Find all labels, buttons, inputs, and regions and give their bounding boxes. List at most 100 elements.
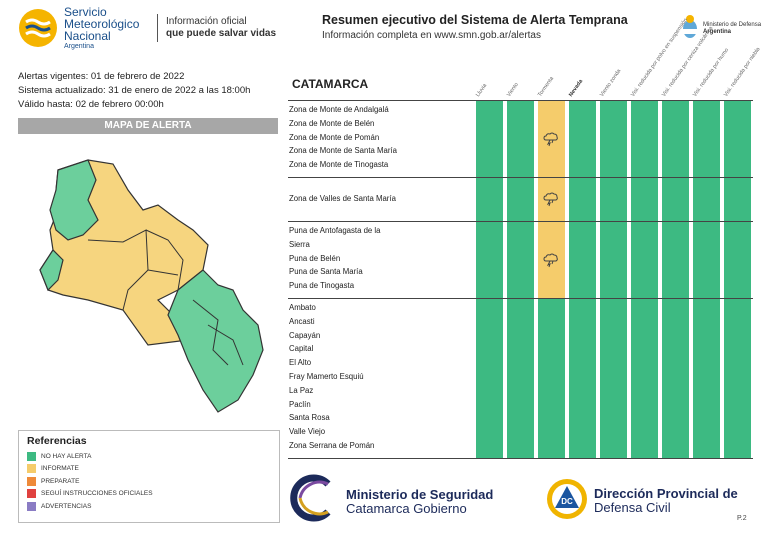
zone-label: Zona Serrana de Pomán — [289, 441, 375, 450]
org-line3: Nacional — [64, 29, 111, 43]
references-title: Referencias — [27, 435, 87, 447]
alert-cell-no-alert — [476, 178, 503, 221]
alert-cell-no-alert — [693, 101, 720, 177]
map-region-green-w — [39, 249, 64, 292]
reference-item: SEGUÍ INSTRUCCIONES OFICIALES — [27, 488, 271, 501]
alert-map — [39, 159, 264, 413]
alert-cell-no-alert — [662, 222, 689, 298]
alert-cell-no-alert — [569, 101, 596, 177]
reference-label: PREPARATE — [41, 477, 80, 485]
group-divider — [288, 177, 753, 178]
smn-name: Servicio Meteorológico Nacional Argentin… — [64, 6, 139, 51]
coat-of-arms-icon — [683, 15, 697, 38]
reference-label: SEGUÍ INSTRUCCIONES OFICIALES — [41, 490, 153, 498]
alert-cell-no-alert — [476, 299, 503, 458]
province-name: CATAMARCA — [292, 77, 369, 91]
alert-cell-no-alert — [476, 222, 503, 298]
zone-label: Puna de Belén — [289, 253, 341, 263]
alert-cell-no-alert — [507, 299, 534, 458]
group-divider — [288, 100, 753, 101]
alert-cell-no-alert — [631, 222, 658, 298]
alert-cell-no-alert — [569, 222, 596, 298]
reference-label: ADVERTENCIAS — [41, 502, 92, 510]
alert-cell-no-alert — [662, 299, 689, 458]
alert-valid-date: Alertas vigentes: 01 de febrero de 2022 — [18, 71, 185, 82]
dc-line2: Defensa Civil — [594, 500, 671, 515]
zone-label: Zona de Monte de Pomán — [289, 132, 380, 142]
column-header-label: Lluvia — [475, 82, 489, 98]
alert-cell-no-alert — [507, 178, 534, 221]
alert-cell-no-alert — [569, 299, 596, 458]
zone-label: Zona de Monte de Andalgalá — [289, 105, 389, 114]
zone-label: Zona de Monte de Belén — [289, 118, 375, 128]
thunderstorm-icon — [543, 253, 558, 267]
alert-cell-no-alert — [600, 178, 627, 221]
thunderstorm-icon — [543, 132, 558, 146]
tagline: Información oficial que puede salvar vid… — [166, 16, 276, 40]
alert-cell-no-alert — [662, 178, 689, 221]
reference-item: ADVERTENCIAS — [27, 500, 271, 513]
alert-cell-no-alert — [631, 101, 658, 177]
reference-item: INFORMATE — [27, 463, 271, 476]
alert-cell-no-alert — [724, 178, 751, 221]
ministry-logo: Ministerio de Defensa Argentina — [681, 14, 761, 45]
header: Servicio Meteorológico Nacional Argentin… — [0, 0, 768, 56]
alert-cell-no-alert — [662, 101, 689, 177]
alert-cell-no-alert — [631, 178, 658, 221]
zone-label: Paclín — [289, 399, 311, 409]
reference-swatch — [27, 451, 36, 461]
defensa-civil-name: Dirección Provincial de Defensa Civil — [594, 487, 738, 515]
zone-label: Zona de Monte de Tinogasta — [289, 160, 389, 170]
smn-logo-icon — [19, 9, 57, 47]
alert-valid-until: Válido hasta: 02 de febrero 00:00h — [18, 99, 164, 110]
ministerio-seguridad-logo-icon — [290, 474, 331, 522]
zone-label: Puna de Antofagasta de la — [289, 226, 381, 235]
references-box: Referencias NO HAY ALERTA INFORMATE PREPAR… — [18, 430, 280, 523]
page-number: P.2 — [737, 515, 747, 522]
alert-cell-no-alert — [631, 299, 658, 458]
map-region-green-nw — [49, 159, 99, 241]
page-title: Resumen ejecutivo del Sistema de Alerta … — [322, 13, 628, 27]
column-header: Visi. reducida por niebla — [723, 47, 768, 100]
dc-badge: DC — [561, 497, 573, 506]
alert-cell-no-alert — [724, 101, 751, 177]
reference-swatch — [27, 476, 36, 486]
zone-label: Puna de Santa María — [289, 267, 363, 277]
alert-cell-no-alert — [693, 178, 720, 221]
seg-line2: Catamarca Gobierno — [346, 501, 467, 516]
dc-line1: Dirección Provincial de — [594, 486, 738, 501]
alert-cell-no-alert — [600, 299, 627, 458]
reference-swatch — [27, 489, 36, 499]
reference-item: PREPARATE — [27, 475, 271, 488]
zone-label: Ambato — [289, 303, 316, 312]
group-divider — [288, 221, 753, 222]
alert-cell-no-alert — [476, 101, 503, 177]
reference-swatch — [27, 464, 36, 474]
alert-cell-no-alert — [693, 222, 720, 298]
header-divider — [157, 14, 158, 42]
alert-cell-no-alert — [600, 101, 627, 177]
zone-label: Capital — [289, 344, 314, 354]
thunderstorm-icon — [543, 192, 558, 207]
alert-cell-no-alert — [538, 299, 565, 458]
org-line2: Meteorológico — [64, 17, 140, 31]
zone-label: Sierra — [289, 239, 310, 249]
map-banner: MAPA DE ALERTA — [18, 118, 278, 134]
alert-cell-no-alert — [507, 101, 534, 177]
reference-label: INFORMATE — [41, 465, 79, 473]
zone-label: Zona de Valles de Santa María — [289, 194, 396, 203]
zone-label: Ancasti — [289, 316, 315, 326]
reference-label: NO HAY ALERTA — [41, 452, 92, 460]
ministry-line2: Argentina — [703, 29, 732, 35]
ministry-line1: Ministerio de Defensa — [703, 22, 762, 28]
alert-cell-no-alert — [569, 178, 596, 221]
page-subtitle: Información completa en www.smn.gob.ar/a… — [322, 30, 541, 41]
tagline-line2: que puede salvar vidas — [166, 28, 277, 39]
defensa-civil-logo-icon: DC — [547, 479, 587, 519]
tagline-line1: Información oficial — [166, 16, 247, 27]
seg-line1: Ministerio de Seguridad — [346, 487, 494, 502]
alert-cell-no-alert — [724, 222, 751, 298]
alert-meta: Alertas vigentes: 01 de febrero de 2022 … — [18, 70, 250, 112]
alert-cell-no-alert — [693, 299, 720, 458]
reference-item: NO HAY ALERTA — [27, 450, 271, 463]
